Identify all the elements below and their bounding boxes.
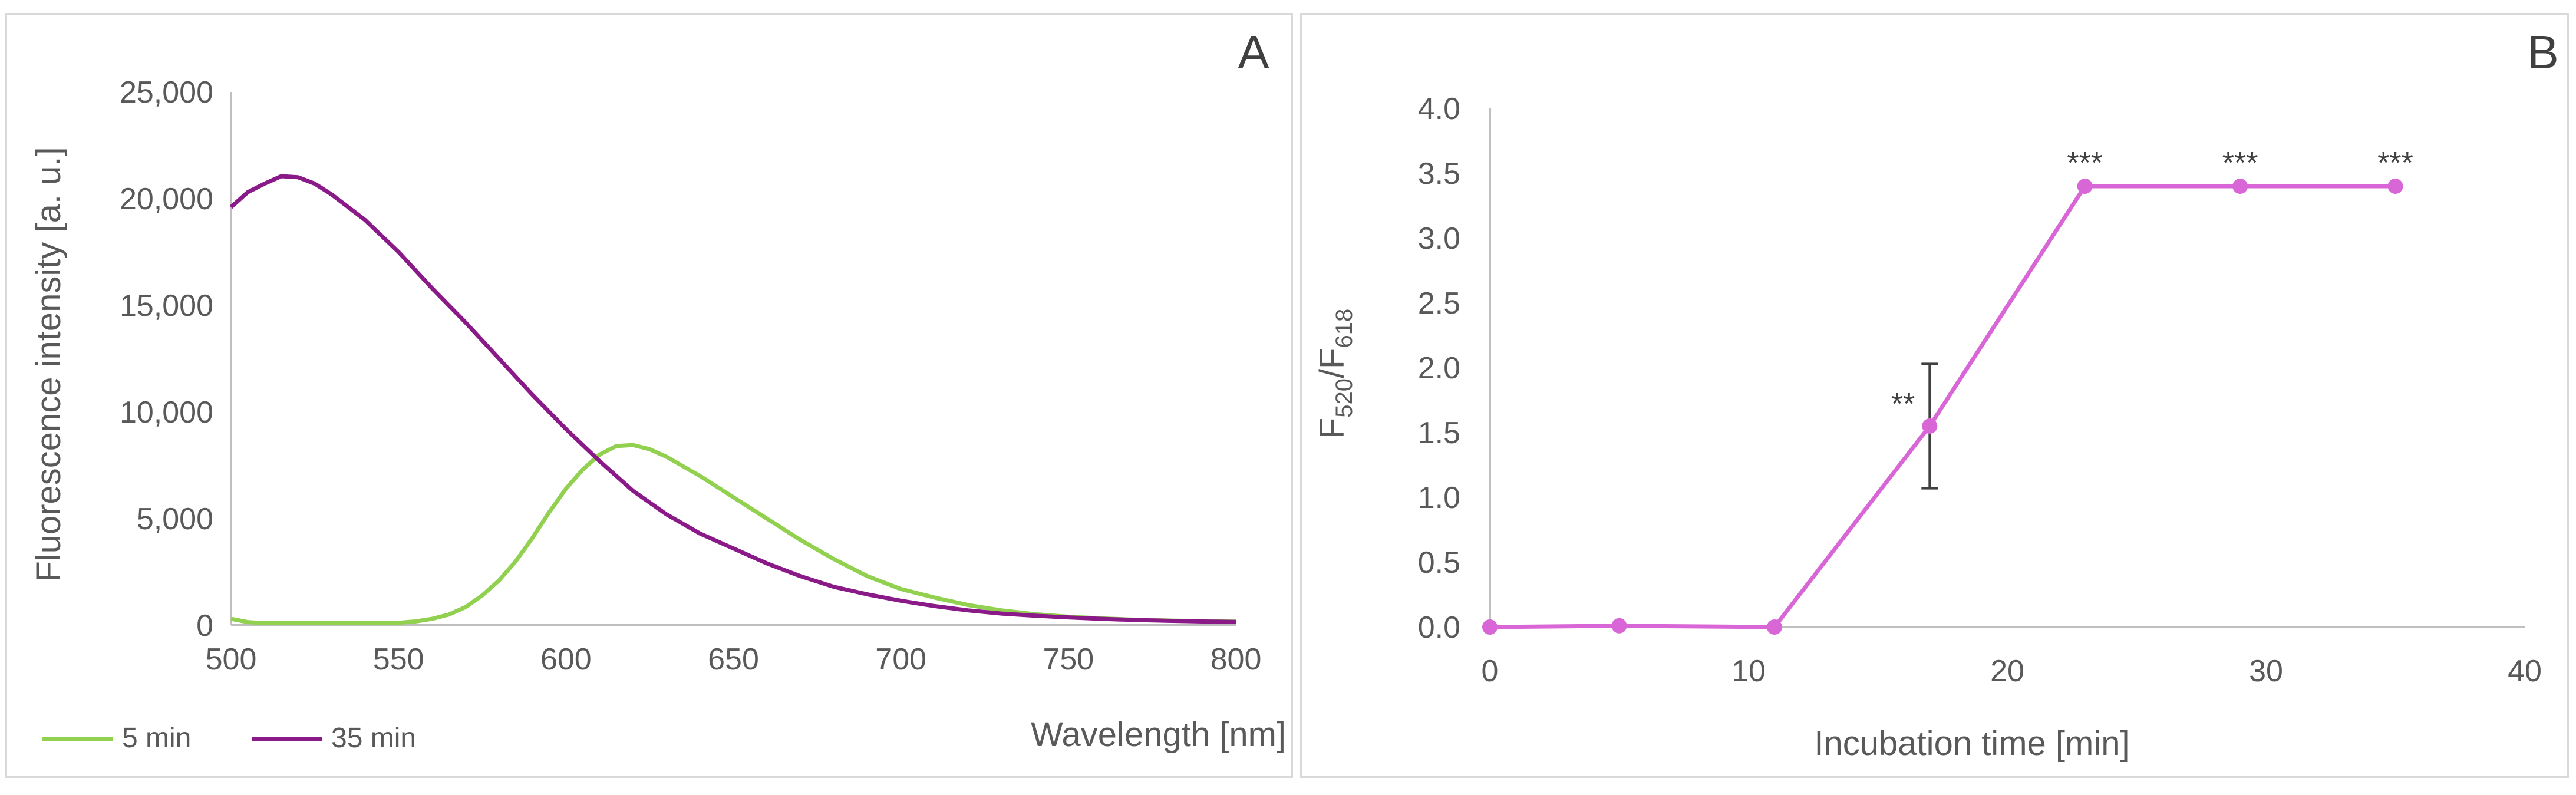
y-tick-label: 20,000 xyxy=(120,182,213,216)
significance-label: *** xyxy=(2222,146,2258,180)
y-tick-label: 5,000 xyxy=(137,502,213,536)
data-point xyxy=(1766,619,1782,635)
y-tick-label: 3.0 xyxy=(1418,222,1460,256)
y-tick-label: 4.0 xyxy=(1418,92,1460,126)
data-point xyxy=(1611,618,1627,634)
y-axis-label: Fluorescence intensity [a. u.] xyxy=(29,147,68,582)
x-tick-label: 650 xyxy=(708,642,759,677)
x-tick-label: 600 xyxy=(540,642,592,677)
x-tick-label: 800 xyxy=(1211,642,1262,677)
chart-a-svg: A 0 5,000 10,000 15,000 20,000 25,000 500 550 600… xyxy=(29,26,1286,754)
data-point xyxy=(1482,619,1498,635)
legend-label-1: 35 min xyxy=(331,723,416,754)
significance-label: ** xyxy=(1891,387,1915,421)
x-tick-label: 550 xyxy=(373,642,424,677)
chart-b-svg: B 0.0 0.5 1.0 1.5 2.0 2.5 3.0 3.5 4.0 0 10 20 30 40 F52… xyxy=(1313,26,2559,763)
y-tick-label: 2.0 xyxy=(1418,351,1460,385)
x-tick-label: 750 xyxy=(1043,642,1094,677)
x-tick-label: 700 xyxy=(875,642,926,677)
x-tick-label: 500 xyxy=(206,642,257,677)
x-tick-label: 40 xyxy=(2508,654,2542,688)
series-line-1 xyxy=(229,174,1236,624)
panel-letter: B xyxy=(2527,26,2558,78)
x-tick-label: 10 xyxy=(1731,654,1766,688)
series-line-0 xyxy=(230,443,1236,625)
x-tick-label: 20 xyxy=(1990,654,2024,688)
y-tick-label: 3.5 xyxy=(1418,157,1460,191)
panel-b: B 0.0 0.5 1.0 1.5 2.0 2.5 3.0 3.5 4.0 0 10 20 30 40 F52… xyxy=(1300,13,2569,778)
data-point xyxy=(2387,179,2403,194)
data-point xyxy=(2077,179,2093,194)
y-tick-label: 2.5 xyxy=(1418,286,1460,321)
series-line xyxy=(1489,184,2396,629)
x-axis-label: Incubation time [min] xyxy=(1814,724,2129,763)
y-tick-label: 0.0 xyxy=(1418,611,1460,645)
y-tick-label: 0.5 xyxy=(1418,546,1460,580)
x-axis-label: Wavelength [nm] xyxy=(1031,715,1286,754)
panel-letter: A xyxy=(1238,26,1269,78)
y-tick-label: 15,000 xyxy=(120,289,213,323)
data-point xyxy=(1922,418,1938,434)
panel-a: A 0 5,000 10,000 15,000 20,000 25,000 500 550 600… xyxy=(5,13,1293,778)
y-axis-label: F520/F618 xyxy=(1313,309,1357,438)
y-tick-label: 25,000 xyxy=(120,75,213,110)
x-tick-label: 0 xyxy=(1482,654,1499,688)
y-tick-label: 0 xyxy=(196,609,213,643)
significance-label: *** xyxy=(2067,146,2103,180)
data-point xyxy=(2232,179,2248,194)
x-tick-label: 30 xyxy=(2249,654,2283,688)
y-tick-label: 10,000 xyxy=(120,395,213,430)
legend-label-0: 5 min xyxy=(122,723,191,754)
significance-label: *** xyxy=(2377,146,2413,180)
y-tick-label: 1.0 xyxy=(1418,481,1460,515)
y-tick-label: 1.5 xyxy=(1418,416,1460,450)
